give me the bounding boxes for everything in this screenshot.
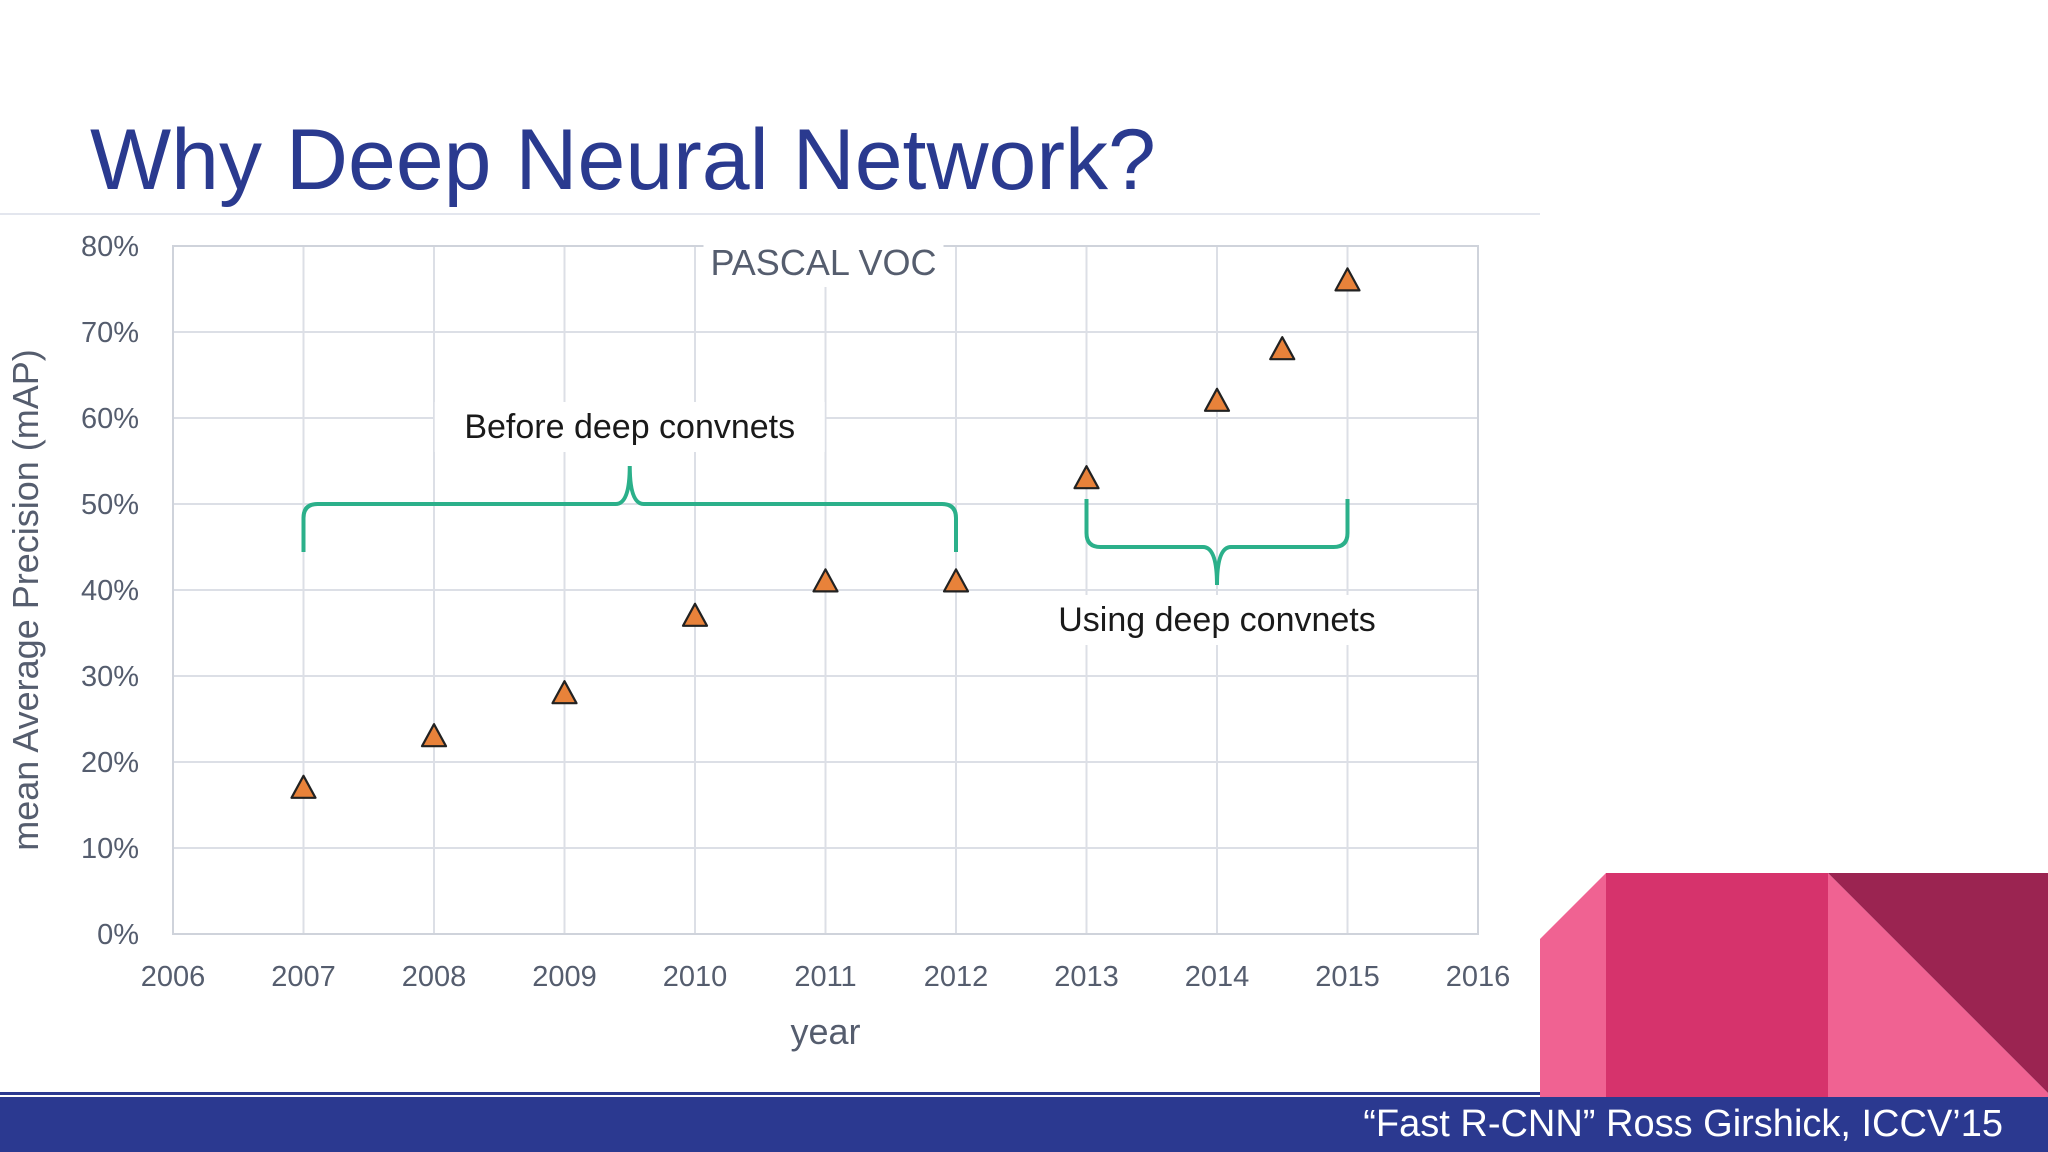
x-tick-label: 2015 [1315,961,1380,993]
data-point-marker [1203,387,1231,412]
x-tick-label: 2009 [532,961,597,993]
data-point-marker [942,568,970,593]
data-point-marker [1073,465,1100,490]
title-divider [0,213,1540,215]
y-tick-label: 40% [81,575,139,607]
map-chart: 0%10%20%30%40%50%60%70%80% 2006 2007 2008 2… [5,231,1511,1052]
chart-title: PASCAL VOC [710,242,936,283]
data-point-marker [812,568,839,593]
y-tick-label: 60% [81,403,139,435]
data-point-marker [681,602,709,627]
y-tick-label: 10% [81,833,139,865]
bracket-annotations: Before deep convnets Using deep convnets [301,402,1404,645]
deco-mid-block [1606,873,1828,1097]
bracket-line [1084,499,1350,586]
annotation-label: Before deep convnets [464,408,795,446]
x-tick-label: 2013 [1054,961,1119,993]
annotation-label: Using deep convnets [1058,601,1376,639]
y-tick-label: 20% [81,747,139,779]
data-point-marker [1334,267,1361,292]
corner-decoration [1540,873,2048,1097]
bracket-line [301,465,958,552]
y-tick-label: 50% [81,489,139,521]
x-tick-label: 2007 [271,961,336,993]
data-points [290,267,1361,799]
y-axis-label: mean Average Precision (mAP) [5,349,46,851]
data-point-marker [290,774,317,799]
data-point-marker [1269,336,1296,361]
y-tick-label: 0% [97,919,139,951]
y-tick-label: 30% [81,661,139,693]
x-axis-label: year [790,1011,860,1052]
x-axis-ticks: 2006 2007 2008 2009 2010 2011 2012 2013 2014 2015… [141,961,1511,993]
footer-rule [0,1092,1540,1095]
y-tick-label: 70% [81,317,139,349]
x-tick-label: 2012 [924,961,989,993]
y-axis-ticks: 0% 10% 20% 30% 40% 50% 60% 70% 80% [81,231,139,951]
data-point-marker [420,723,448,748]
annotation-backing [1030,595,1404,645]
x-tick-label: 2006 [141,961,206,993]
y-tick-label: 80% [81,231,139,263]
deco-light-left [1540,873,1606,1097]
deco-light-right [1828,873,2048,1097]
x-tick-label: 2008 [402,961,467,993]
x-tick-label: 2014 [1185,961,1250,993]
data-point-marker [551,680,578,705]
x-tick-label: 2010 [663,961,728,993]
x-tick-label: 2011 [794,961,856,993]
annotation-backing [434,402,825,452]
x-tick-label: 2016 [1446,961,1511,993]
deco-maroon-triangle [1828,873,2048,1093]
footer-bar [0,1097,2048,1152]
slide-title: Why Deep Neural Network? [90,112,1156,208]
citation-text: “Fast R-CNN” Ross Girshick, ICCV’15 [1363,1103,2003,1145]
